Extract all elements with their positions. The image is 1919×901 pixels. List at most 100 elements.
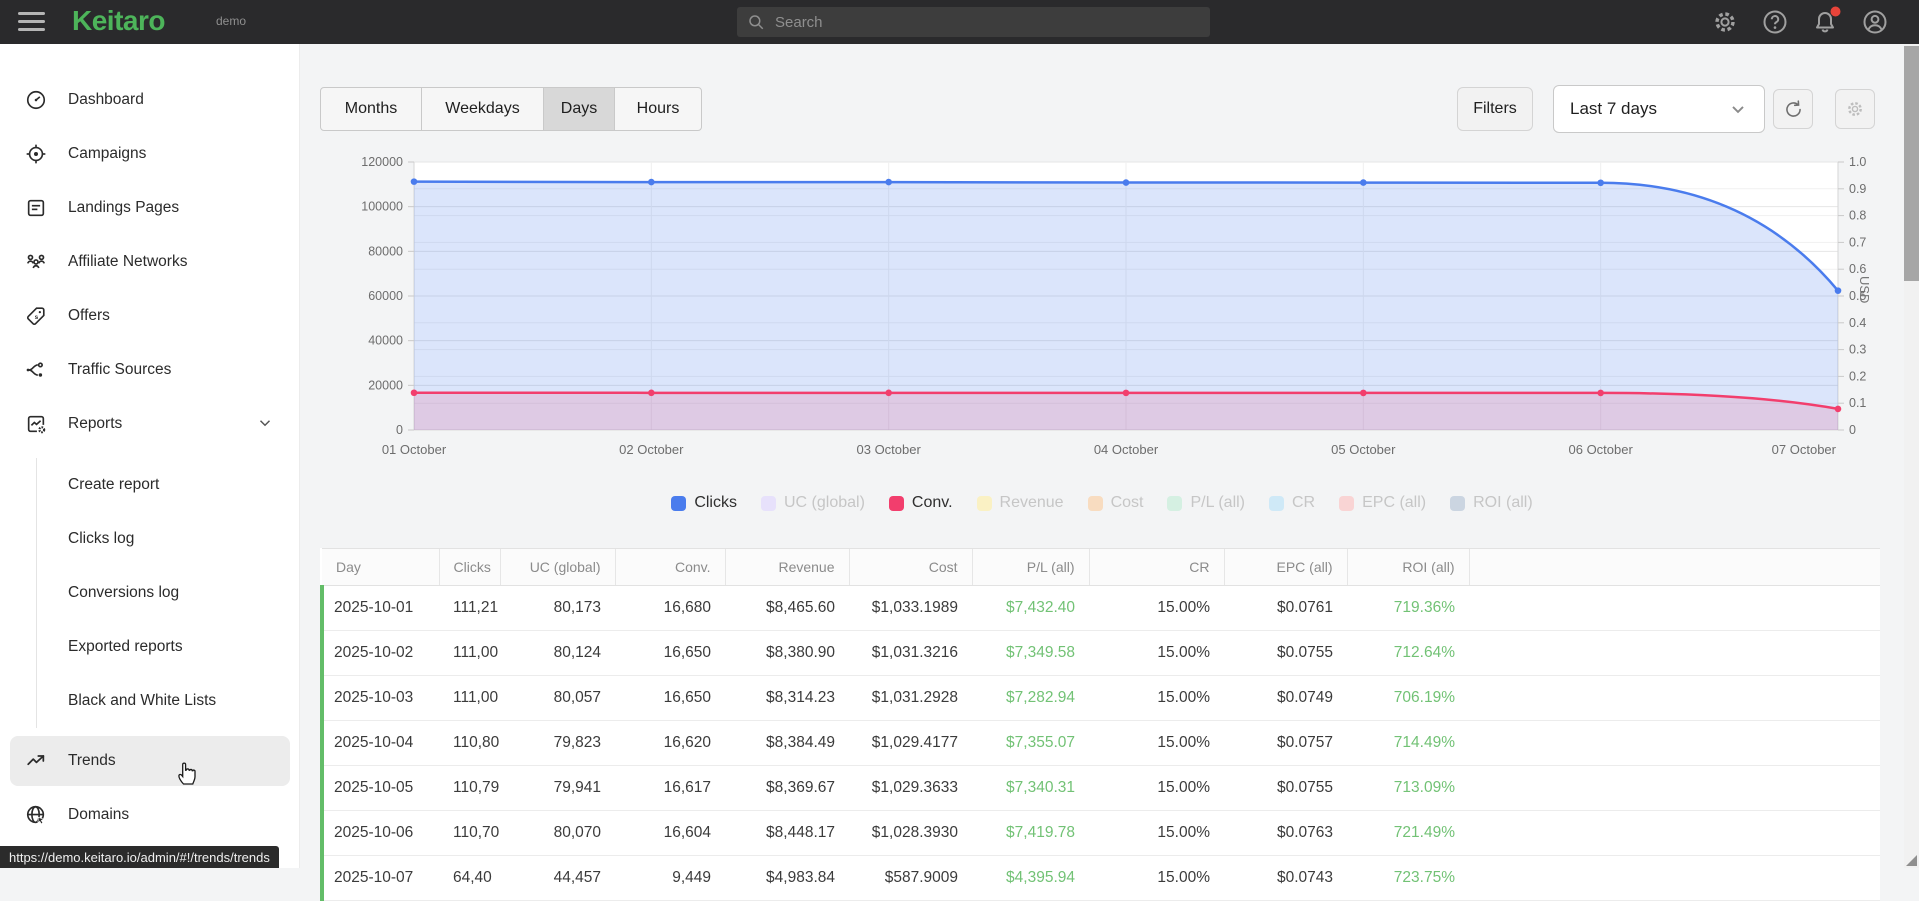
table-cell: $7,349.58 <box>972 630 1089 676</box>
svg-text:07 October: 07 October <box>1772 442 1837 457</box>
chart-settings-button[interactable] <box>1835 89 1875 129</box>
date-range-select[interactable]: Last 7 days <box>1553 85 1765 133</box>
filters-button[interactable]: Filters <box>1457 87 1533 131</box>
tab-weekdays[interactable]: Weekdays <box>422 88 544 130</box>
help-icon[interactable] <box>1761 8 1789 36</box>
account-icon[interactable] <box>1861 8 1889 36</box>
sidebar-item-domains[interactable]: Domains <box>0 788 300 842</box>
svg-text:01 October: 01 October <box>382 442 447 457</box>
svg-text:0.9: 0.9 <box>1849 182 1866 196</box>
legend-item-p-l-all-[interactable]: P/L (all) <box>1167 494 1245 512</box>
svg-text:0.7: 0.7 <box>1849 235 1866 249</box>
col-header-revenue[interactable]: Revenue <box>724 548 849 586</box>
col-header-cr[interactable]: CR <box>1088 548 1224 586</box>
sidebar-item-offers[interactable]: s Offers <box>0 289 300 343</box>
settings-gear-icon[interactable] <box>1711 8 1739 36</box>
sidebar-item-label: Affiliate Networks <box>68 253 188 270</box>
tab-months[interactable]: Months <box>321 88 422 130</box>
table-cell: $4,983.84 <box>725 855 849 901</box>
dashboard-icon <box>26 90 46 110</box>
table-cell: $8,380.90 <box>725 630 849 676</box>
col-header-epc-all[interactable]: EPC (all) <box>1223 548 1347 586</box>
legend-label: CR <box>1292 494 1316 511</box>
legend-label: Conv. <box>911 494 953 511</box>
sidebar-item-label: Dashboard <box>68 91 144 108</box>
table-cell: 2025-10-04 <box>320 720 439 766</box>
affiliate-networks-icon <box>26 254 46 269</box>
legend-item-revenue[interactable]: Revenue <box>976 494 1064 512</box>
tab-days[interactable]: Days <box>544 88 615 130</box>
table-cell: 15.00% <box>1089 765 1224 811</box>
legend-item-roi-all-[interactable]: ROI (all) <box>1450 494 1533 512</box>
trends-table: Day Clicks UC (global) Conv. Revenue Cos… <box>320 548 1880 901</box>
search-input[interactable] <box>775 13 1200 31</box>
notifications-bell-icon[interactable] <box>1811 6 1841 36</box>
tab-hours[interactable]: Hours <box>636 100 680 117</box>
table-cell: $0.0749 <box>1224 675 1347 721</box>
table-cell: 80,124 <box>500 630 615 676</box>
table-cell: $1,029.4177 <box>849 720 972 766</box>
sidebar-item-conversions-log[interactable]: Conversions log <box>0 566 300 620</box>
legend-item-epc-all-[interactable]: EPC (all) <box>1339 494 1426 512</box>
col-header-roi-all[interactable]: ROI (all) <box>1346 548 1469 586</box>
svg-text:60000: 60000 <box>368 289 403 303</box>
col-header-filler <box>1468 548 1880 586</box>
sidebar-item-affiliate-networks[interactable]: Affiliate Networks <box>0 235 300 289</box>
global-search[interactable] <box>737 7 1210 37</box>
legend-item-clicks[interactable]: Clicks <box>671 494 737 512</box>
legend-swatch <box>671 495 687 511</box>
table-row: 2025-10-02 111,00 80,124 16,650 $8,380.90 $1,… <box>320 630 1880 676</box>
table-cell-filler <box>1469 765 1880 811</box>
svg-text:40000: 40000 <box>368 334 403 348</box>
col-header-clicks[interactable]: Clicks <box>438 548 500 586</box>
table-cell: 110,79 <box>439 765 500 811</box>
legend-swatch <box>1087 495 1103 511</box>
svg-text:100000: 100000 <box>361 200 403 214</box>
scrollbar-corner-icon <box>1906 855 1917 866</box>
sidebar-item-reports[interactable]: Reports <box>0 397 300 451</box>
col-header-day[interactable]: Day <box>322 548 439 586</box>
sidebar-item-create-report[interactable]: Create report <box>0 458 300 512</box>
sidebar-item-exported-reports[interactable]: Exported reports <box>0 620 300 674</box>
legend-item-uc-global-[interactable]: UC (global) <box>760 494 865 512</box>
sidebar-item-black-and-white-lists[interactable]: Black and White Lists <box>0 674 300 728</box>
table-cell: $0.0761 <box>1224 585 1347 631</box>
sidebar-item-trends[interactable]: Trends <box>0 734 300 788</box>
legend-item-cost[interactable]: Cost <box>1087 494 1143 512</box>
table-cell-filler <box>1469 630 1880 676</box>
sidebar-item-clicks-log[interactable]: Clicks log <box>0 512 300 566</box>
svg-text:05 October: 05 October <box>1331 442 1396 457</box>
legend-swatch <box>1269 495 1284 511</box>
legend-item-conv-[interactable]: Conv. <box>888 494 953 512</box>
table-cell: $7,432.40 <box>972 585 1089 631</box>
table-cell: 2025-10-07 <box>320 855 439 901</box>
hamburger-menu-icon[interactable] <box>18 12 45 32</box>
col-header-pl-all[interactable]: P/L (all) <box>971 548 1089 586</box>
table-cell: $8,314.23 <box>725 675 849 721</box>
svg-text:120000: 120000 <box>361 155 403 169</box>
vertical-scrollbar-thumb[interactable] <box>1904 46 1919 281</box>
refresh-button[interactable] <box>1773 89 1813 129</box>
table-cell: $7,419.78 <box>972 810 1089 856</box>
col-header-conv[interactable]: Conv. <box>614 548 725 586</box>
sidebar-item-landings-pages[interactable]: Landings Pages <box>0 181 300 235</box>
sidebar-item-dashboard[interactable]: Dashboard <box>0 73 300 127</box>
table-cell: 80,070 <box>500 810 615 856</box>
table-cell: $7,340.31 <box>972 765 1089 811</box>
brand-env-label: demo <box>216 14 247 28</box>
svg-text:0.2: 0.2 <box>1849 369 1866 383</box>
legend-item-cr[interactable]: CR <box>1269 494 1315 512</box>
table-cell: 712.64% <box>1347 630 1469 676</box>
sidebar-item-campaigns[interactable]: Campaigns <box>0 127 300 181</box>
traffic-sources-icon <box>26 362 43 377</box>
sidebar-item-traffic-sources[interactable]: Traffic Sources <box>0 343 300 397</box>
table-cell: 79,941 <box>500 765 615 811</box>
table-cell: 16,650 <box>615 675 725 721</box>
legend-swatch <box>888 495 904 511</box>
table-row: 2025-10-01 111,21 80,173 16,680 $8,465.60 $1,… <box>320 585 1880 631</box>
col-header-cost[interactable]: Cost <box>848 548 972 586</box>
col-header-uc-global[interactable]: UC (global) <box>499 548 615 586</box>
table-cell: $1,031.2928 <box>849 675 972 721</box>
table-cell: $0.0755 <box>1224 765 1347 811</box>
svg-text:0.3: 0.3 <box>1849 343 1866 357</box>
